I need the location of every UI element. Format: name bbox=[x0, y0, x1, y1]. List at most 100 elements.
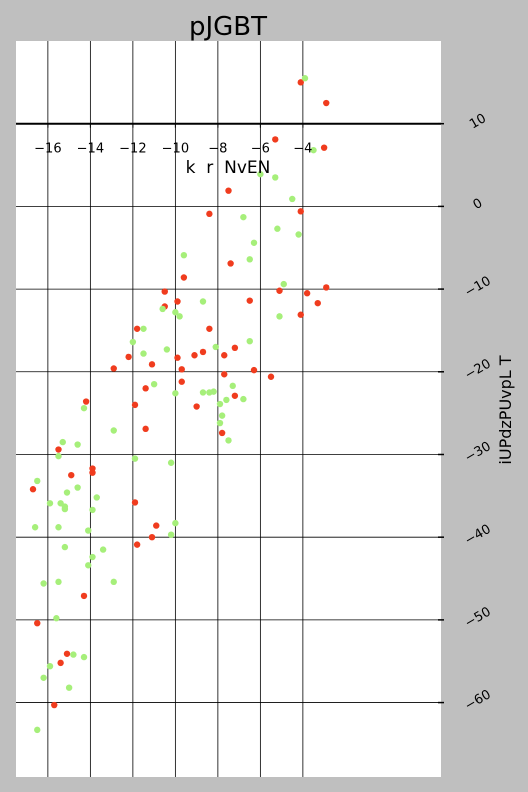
x-tick-label: −8 bbox=[208, 142, 227, 157]
data-point-series-2 bbox=[246, 337, 253, 345]
data-point-series-1 bbox=[218, 429, 226, 437]
data-point-series-1 bbox=[57, 659, 64, 667]
data-point-series-1 bbox=[231, 392, 239, 399]
data-point-series-2 bbox=[199, 298, 207, 305]
data-point-series-2 bbox=[89, 506, 96, 514]
data-point-series-2 bbox=[172, 390, 179, 397]
x-axis-label: k r NvEN bbox=[186, 158, 271, 178]
data-point-series-2 bbox=[63, 489, 71, 496]
data-point-series-2 bbox=[274, 225, 281, 232]
data-point-series-2 bbox=[272, 174, 279, 181]
data-point-series-2 bbox=[250, 239, 258, 246]
data-point-series-2 bbox=[89, 553, 96, 561]
data-point-series-1 bbox=[314, 299, 321, 307]
data-point-series-1 bbox=[131, 499, 139, 506]
data-point-series-1 bbox=[297, 311, 304, 318]
data-point-series-1 bbox=[193, 403, 200, 410]
data-point-series-2 bbox=[93, 494, 100, 501]
data-point-series-2 bbox=[34, 726, 41, 734]
data-point-series-1 bbox=[276, 287, 283, 294]
x-tick-label: −16 bbox=[34, 142, 61, 157]
data-point-series-1 bbox=[246, 297, 253, 304]
data-point-series-2 bbox=[257, 170, 264, 178]
data-point-series-1 bbox=[153, 522, 160, 529]
data-point-series-2 bbox=[85, 562, 92, 569]
data-point-series-2 bbox=[55, 452, 62, 460]
data-point-series-1 bbox=[51, 701, 58, 709]
data-point-series-2 bbox=[70, 651, 77, 658]
data-point-series-1 bbox=[199, 348, 207, 356]
data-point-series-1 bbox=[297, 79, 304, 86]
data-point-series-2 bbox=[176, 313, 183, 320]
data-point-series-2 bbox=[163, 346, 171, 353]
data-point-series-2 bbox=[210, 388, 217, 395]
data-point-series-1 bbox=[206, 325, 213, 332]
data-point-series-2 bbox=[40, 580, 47, 587]
data-point-series-2 bbox=[80, 653, 88, 661]
data-point-series-1 bbox=[133, 325, 141, 332]
data-point-series-1 bbox=[178, 366, 185, 373]
data-point-series-1 bbox=[272, 136, 279, 143]
data-point-series-1 bbox=[267, 373, 275, 380]
data-point-series-2 bbox=[216, 400, 224, 408]
data-point-series-2 bbox=[180, 251, 188, 259]
data-point-series-2 bbox=[129, 338, 137, 346]
data-point-series-1 bbox=[225, 187, 232, 194]
data-point-series-1 bbox=[250, 366, 258, 374]
data-point-series-2 bbox=[280, 280, 287, 288]
data-point-series-2 bbox=[218, 412, 226, 419]
data-point-series-2 bbox=[55, 578, 62, 586]
data-point-series-2 bbox=[225, 437, 232, 444]
data-point-series-2 bbox=[80, 404, 88, 412]
data-point-series-1 bbox=[148, 361, 156, 368]
data-point-series-1 bbox=[125, 353, 132, 361]
data-point-series-1 bbox=[221, 371, 228, 378]
data-point-series-2 bbox=[61, 505, 69, 513]
data-point-series-1 bbox=[221, 352, 228, 359]
data-point-series-1 bbox=[68, 471, 75, 479]
data-point-series-1 bbox=[191, 352, 198, 359]
data-point-series-1 bbox=[131, 401, 139, 409]
data-point-series-1 bbox=[63, 650, 71, 657]
data-point-series-1 bbox=[178, 378, 185, 385]
data-point-series-1 bbox=[320, 144, 328, 151]
x-tick-label: −6 bbox=[251, 142, 270, 157]
data-point-series-1 bbox=[174, 354, 181, 361]
data-point-series-1 bbox=[142, 385, 149, 392]
data-point-series-1 bbox=[180, 274, 188, 281]
data-point-series-2 bbox=[110, 427, 117, 434]
data-point-series-1 bbox=[89, 469, 96, 476]
x-tick-label: −12 bbox=[119, 142, 146, 157]
data-point-series-2 bbox=[99, 546, 107, 553]
data-point-series-2 bbox=[110, 578, 117, 586]
data-point-series-2 bbox=[53, 615, 60, 622]
data-point-series-2 bbox=[59, 438, 66, 446]
data-point-series-2 bbox=[229, 382, 236, 390]
data-point-series-1 bbox=[148, 533, 156, 541]
data-point-series-1 bbox=[110, 365, 117, 372]
data-point-series-1 bbox=[323, 99, 330, 107]
data-point-series-1 bbox=[55, 446, 62, 453]
x-tick-label: −4 bbox=[293, 142, 312, 157]
data-point-series-2 bbox=[65, 684, 73, 691]
y-axis-label: iUPdzPUvpL T bbox=[496, 355, 515, 464]
data-point-series-2 bbox=[240, 395, 247, 403]
data-point-series-1 bbox=[82, 398, 90, 405]
data-points bbox=[29, 75, 330, 734]
data-point-series-1 bbox=[297, 208, 304, 215]
data-point-series-2 bbox=[167, 459, 175, 466]
chart-title: pJGBT bbox=[189, 12, 267, 42]
data-point-series-1 bbox=[142, 425, 149, 433]
data-point-series-1 bbox=[29, 486, 37, 493]
data-point-series-2 bbox=[40, 674, 47, 681]
data-point-series-1 bbox=[323, 284, 330, 291]
data-point-series-2 bbox=[295, 231, 302, 238]
data-point-series-2 bbox=[172, 309, 179, 316]
data-point-series-2 bbox=[246, 256, 253, 263]
data-point-series-2 bbox=[85, 527, 92, 534]
data-point-series-2 bbox=[74, 484, 81, 491]
data-point-series-1 bbox=[133, 541, 141, 548]
data-point-series-1 bbox=[34, 619, 41, 627]
data-point-series-2 bbox=[55, 524, 62, 531]
